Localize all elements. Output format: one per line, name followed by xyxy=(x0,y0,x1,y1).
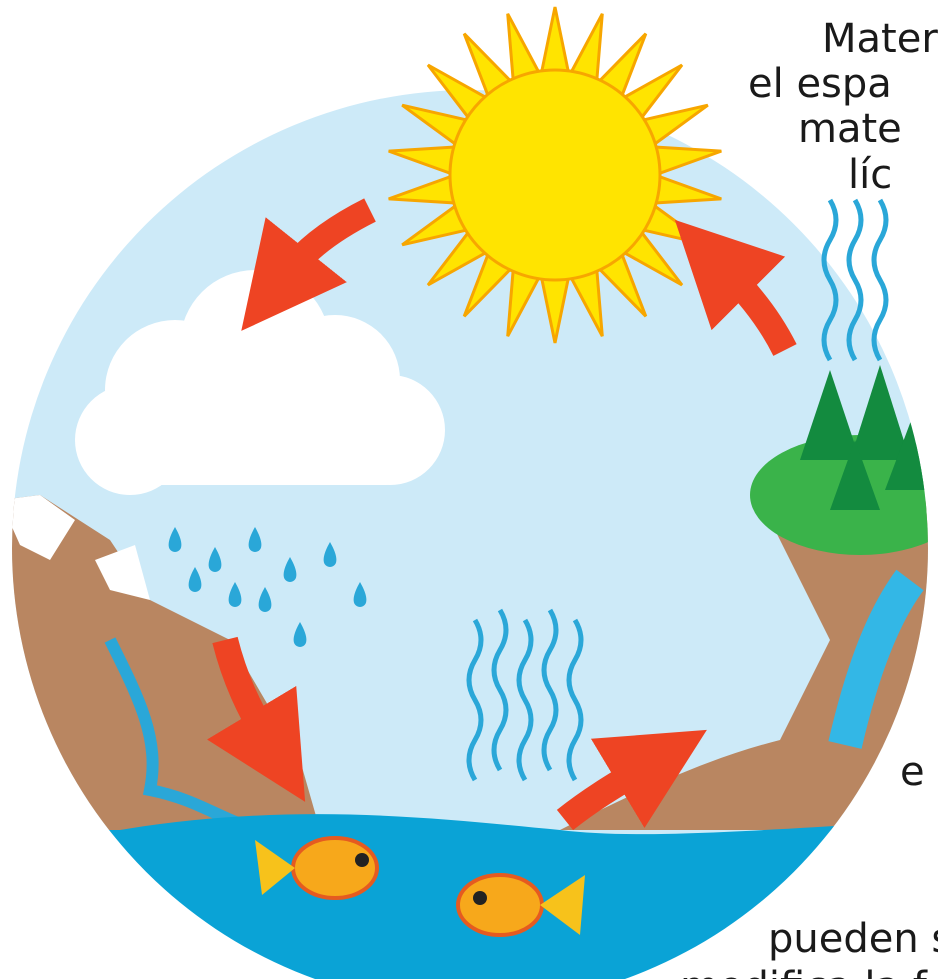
text-line: pueden s xyxy=(768,916,938,962)
text-line: líc xyxy=(848,152,892,198)
water-cycle-illustration: Mater el espa mate líc e pueden s modifi… xyxy=(0,0,938,979)
vapor-line xyxy=(874,200,886,360)
text-line: el espa xyxy=(748,61,892,107)
text-line: Mater xyxy=(822,16,938,62)
text-line: e xyxy=(900,749,925,795)
text-line: modifica la f xyxy=(680,964,928,979)
text-line: mate xyxy=(798,106,902,152)
page: {"texts": ["Mater", "el espa", "mate", "… xyxy=(0,0,938,979)
